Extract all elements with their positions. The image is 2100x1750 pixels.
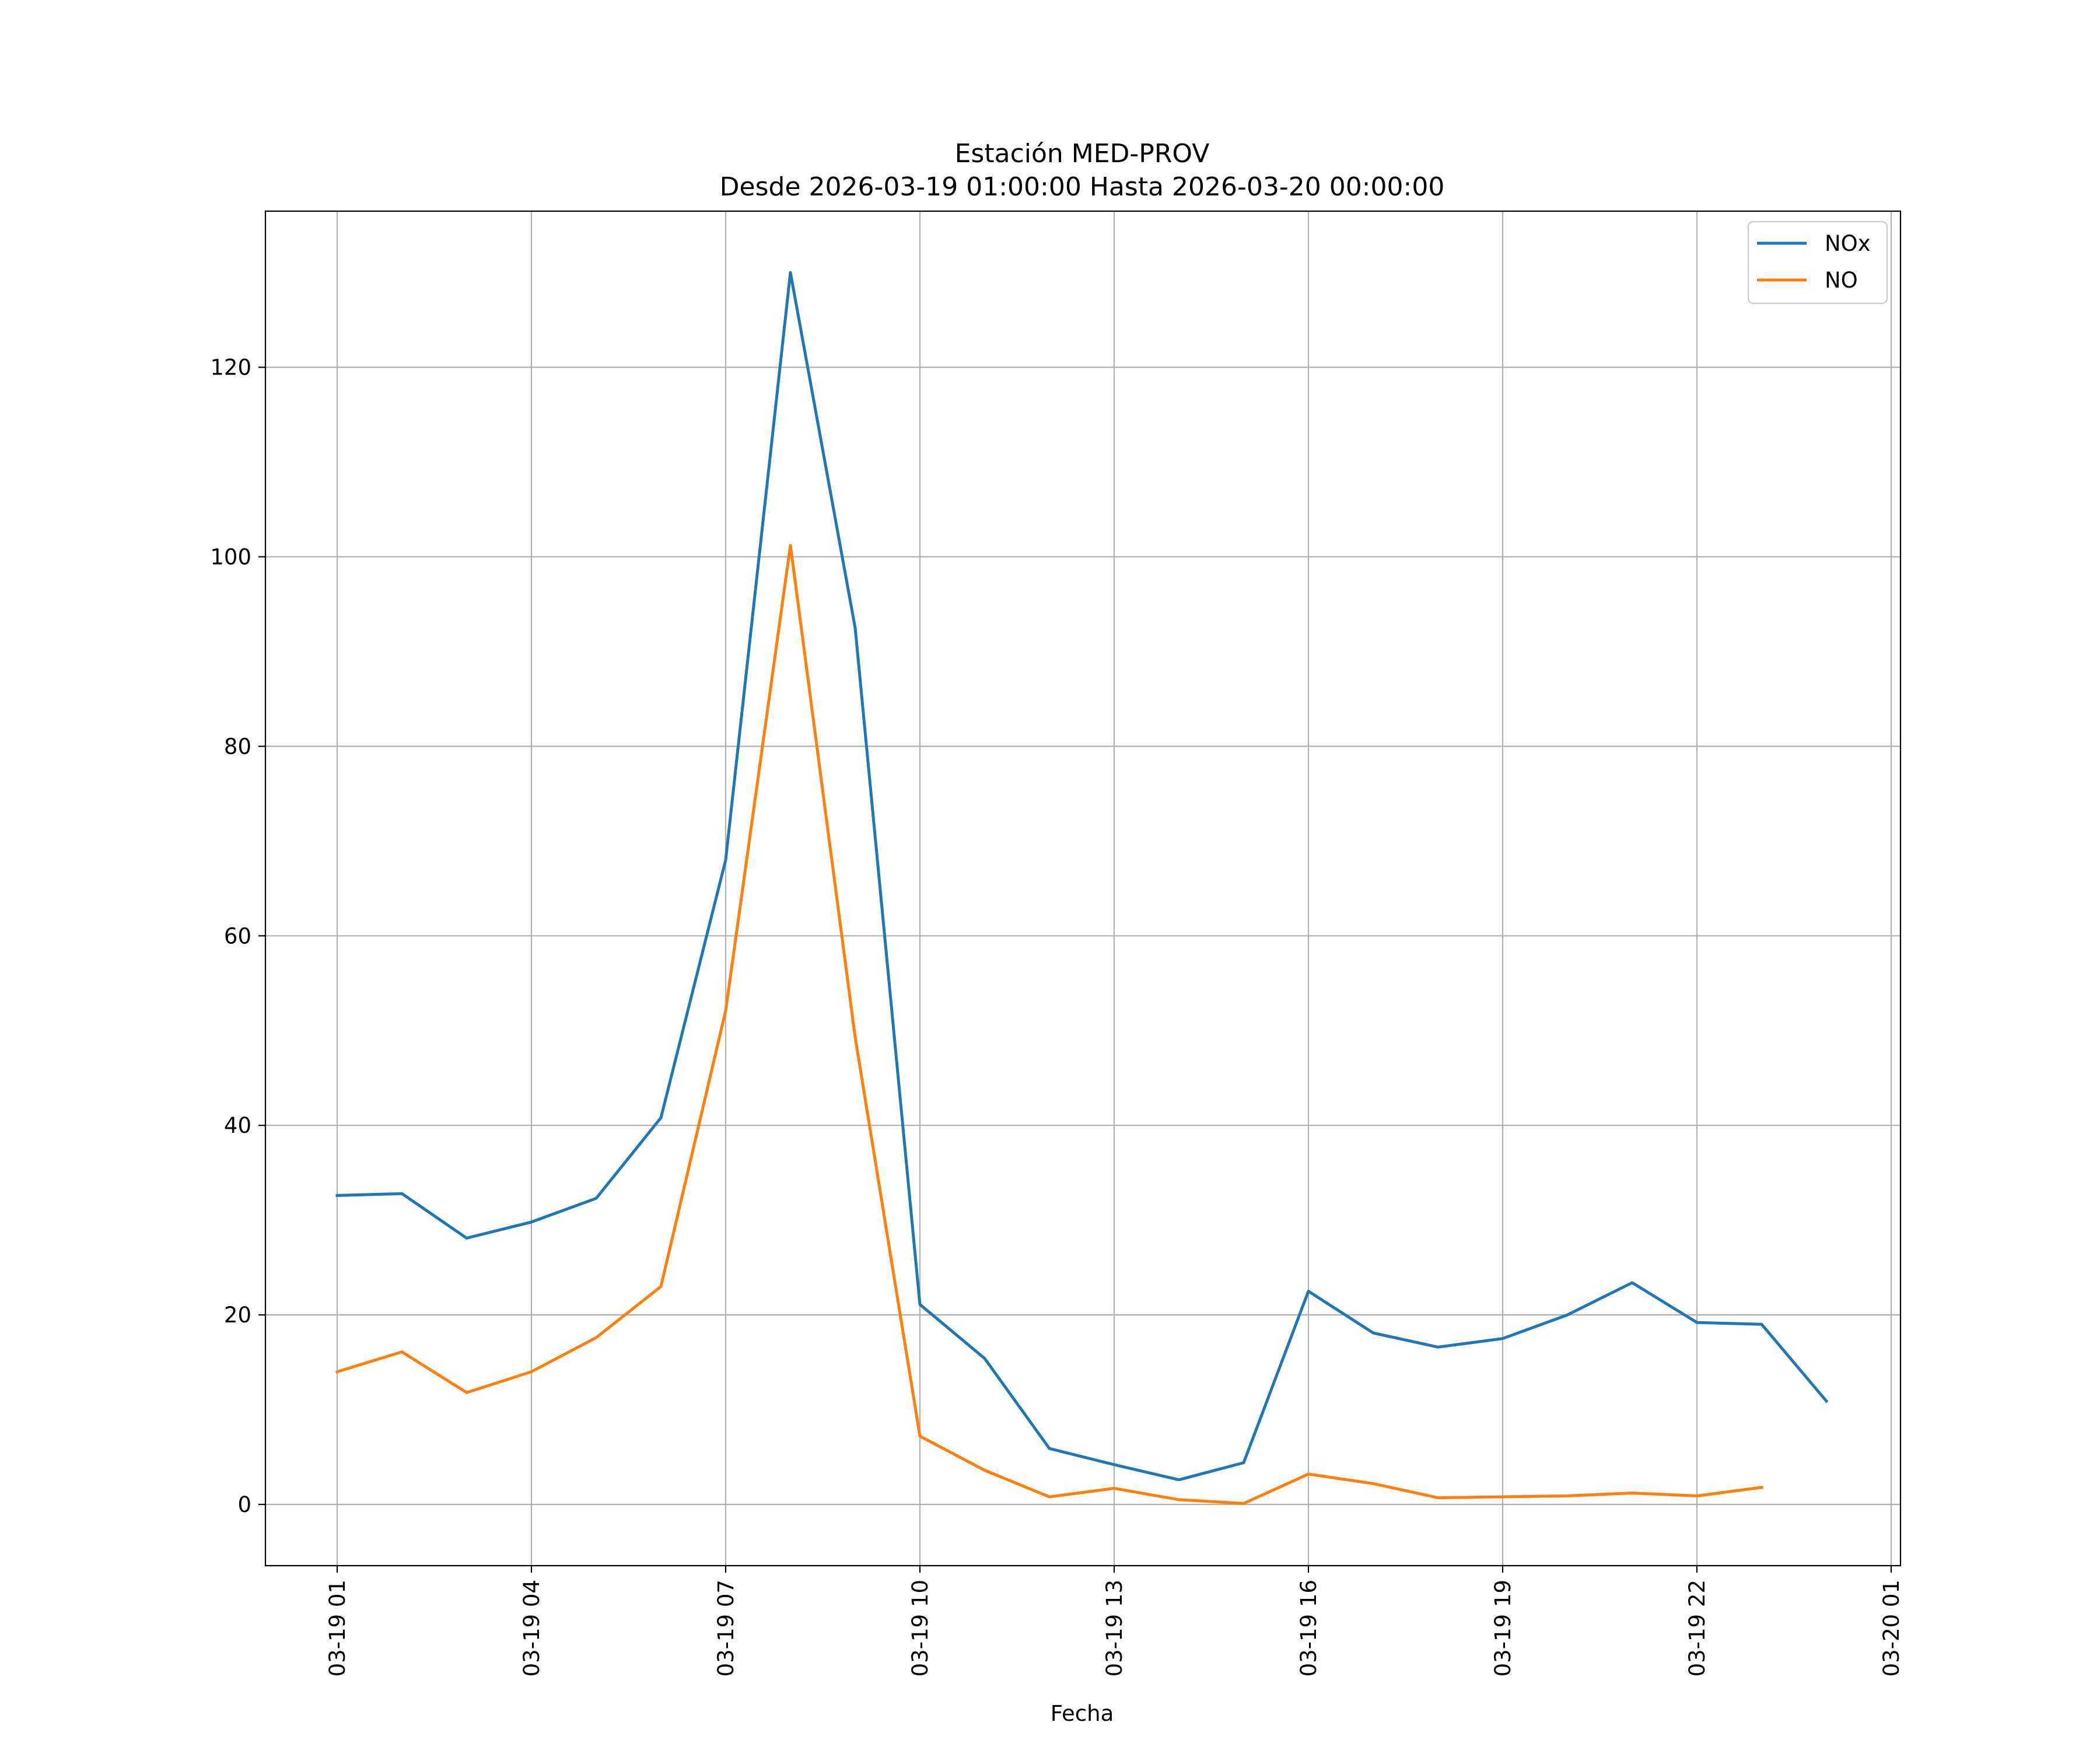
x-axis-label: Fecha — [1051, 1701, 1114, 1726]
y-tick-label: 20 — [224, 1303, 251, 1328]
legend-label-no: NO — [1825, 268, 1858, 293]
y-tick-label: 60 — [224, 923, 251, 949]
x-tick-label: 03-19 19 — [1490, 1580, 1516, 1676]
x-tick-label: 03-19 01 — [325, 1580, 350, 1676]
chart-subtitle: Desde 2026-03-19 01:00:00 Hasta 2026-03-… — [720, 172, 1445, 202]
series-line-no — [335, 544, 1763, 1505]
x-tick-label: 03-19 13 — [1102, 1580, 1127, 1676]
legend: NOx NO — [1747, 220, 1888, 304]
x-axis-ticks: 03-19 01 03-19 04 03-19 07 03-19 10 03-19 13… — [325, 1566, 1904, 1676]
y-tick-label: 120 — [210, 355, 251, 380]
x-tick-label: 03-19 22 — [1685, 1580, 1710, 1676]
series-line-nox — [335, 271, 1829, 1482]
y-tick-label: 80 — [224, 734, 251, 759]
y-tick-label: 40 — [224, 1113, 251, 1138]
x-tick-label: 03-19 16 — [1296, 1580, 1321, 1676]
x-tick-label: 03-20 01 — [1879, 1580, 1904, 1676]
y-tick-label: 0 — [237, 1492, 251, 1517]
chart-title: Estación MED-PROV — [955, 139, 1210, 169]
plot-frame — [264, 210, 1902, 1567]
x-tick-label: 03-19 10 — [908, 1580, 933, 1676]
y-axis-ticks: 0 20 40 60 80 100 120 — [210, 355, 265, 1517]
legend-label-nox: NOx — [1825, 231, 1871, 256]
grid — [265, 211, 1901, 1566]
x-tick-label: 03-19 04 — [519, 1580, 544, 1676]
y-tick-label: 100 — [210, 545, 251, 570]
x-tick-label: 03-19 07 — [713, 1580, 738, 1676]
series-lines — [335, 271, 1829, 1505]
